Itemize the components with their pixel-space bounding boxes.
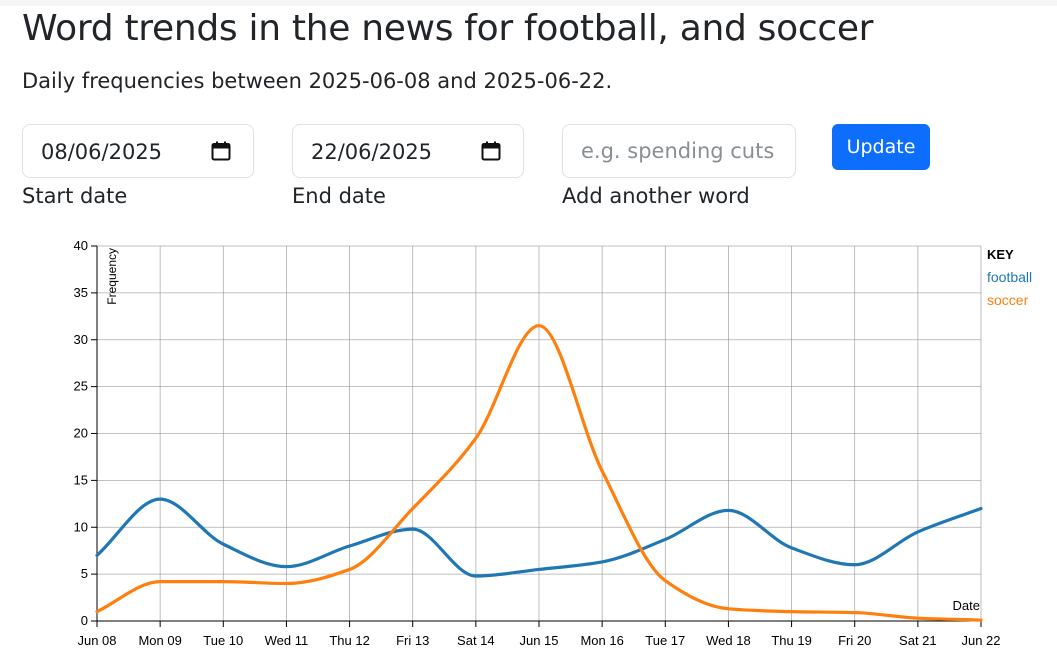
x-tick-label: Fri 20	[838, 633, 871, 648]
start-date-label: Start date	[22, 184, 128, 208]
start-date-input[interactable]: 08/06/2025	[22, 124, 254, 178]
legend-title: KEY	[987, 247, 1014, 262]
top-strip	[0, 0, 1057, 6]
x-tick-label: Jun 15	[519, 633, 558, 648]
chart-axes: 0 5 10 15 20 25 30 35 40 Jun 08 Mon 09 Tue 10 Wed 11…	[74, 238, 1001, 648]
update-button[interactable]: Update	[832, 124, 930, 170]
add-word-input[interactable]	[563, 125, 795, 177]
x-tick-label: Tue 10	[203, 633, 243, 648]
x-tick-label: Thu 19	[771, 633, 811, 648]
x-tick-label: Mon 09	[138, 633, 181, 648]
x-tick-label: Wed 11	[265, 633, 309, 648]
x-tick-label: Wed 18	[706, 633, 751, 648]
x-axis-label: Date	[953, 598, 980, 613]
add-word-label: Add another word	[562, 184, 750, 208]
end-date-label: End date	[292, 184, 386, 208]
end-date-value: 22/06/2025	[311, 140, 433, 164]
calendar-icon[interactable]	[481, 141, 501, 161]
x-tick-label: Jun 08	[77, 633, 116, 648]
series-line-soccer	[95, 324, 983, 622]
legend-item-football: football	[987, 269, 1032, 285]
y-tick-label: 20	[74, 426, 88, 441]
y-tick-label: 15	[74, 472, 88, 487]
x-tick-label: Thu 12	[329, 633, 369, 648]
y-tick-label: 0	[81, 613, 88, 628]
trend-chart: 0 5 10 15 20 25 30 35 40 Jun 08 Mon 09 Tue 10 Wed 11…	[74, 238, 1033, 648]
y-tick-label: 5	[81, 566, 88, 581]
start-date-value: 08/06/2025	[41, 140, 163, 164]
chart-series	[95, 324, 983, 622]
y-tick-label: 10	[74, 519, 88, 534]
legend-item-soccer: soccer	[987, 292, 1029, 308]
calendar-icon[interactable]	[211, 141, 231, 161]
chart-legend: KEY football soccer	[987, 247, 1032, 308]
page-subtitle: Daily frequencies between 2025-06-08 and…	[22, 69, 613, 93]
y-tick-label: 40	[74, 238, 88, 253]
y-tick-label: 25	[74, 379, 88, 394]
x-tick-label: Tue 17	[645, 633, 685, 648]
series-line-football	[95, 497, 983, 578]
add-word-field	[562, 124, 796, 178]
y-axis-label: Frequency	[105, 248, 119, 305]
end-date-input[interactable]: 22/06/2025	[292, 124, 524, 178]
x-tick-label: Mon 16	[580, 633, 623, 648]
x-tick-label: Sat 14	[457, 633, 495, 648]
y-tick-label: 35	[74, 285, 88, 300]
x-tick-label: Jun 22	[961, 633, 1000, 648]
y-tick-label: 30	[74, 332, 88, 347]
x-tick-label: Fri 13	[396, 633, 429, 648]
x-tick-label: Sat 21	[899, 633, 937, 648]
page-title: Word trends in the news for football, an…	[22, 8, 874, 49]
